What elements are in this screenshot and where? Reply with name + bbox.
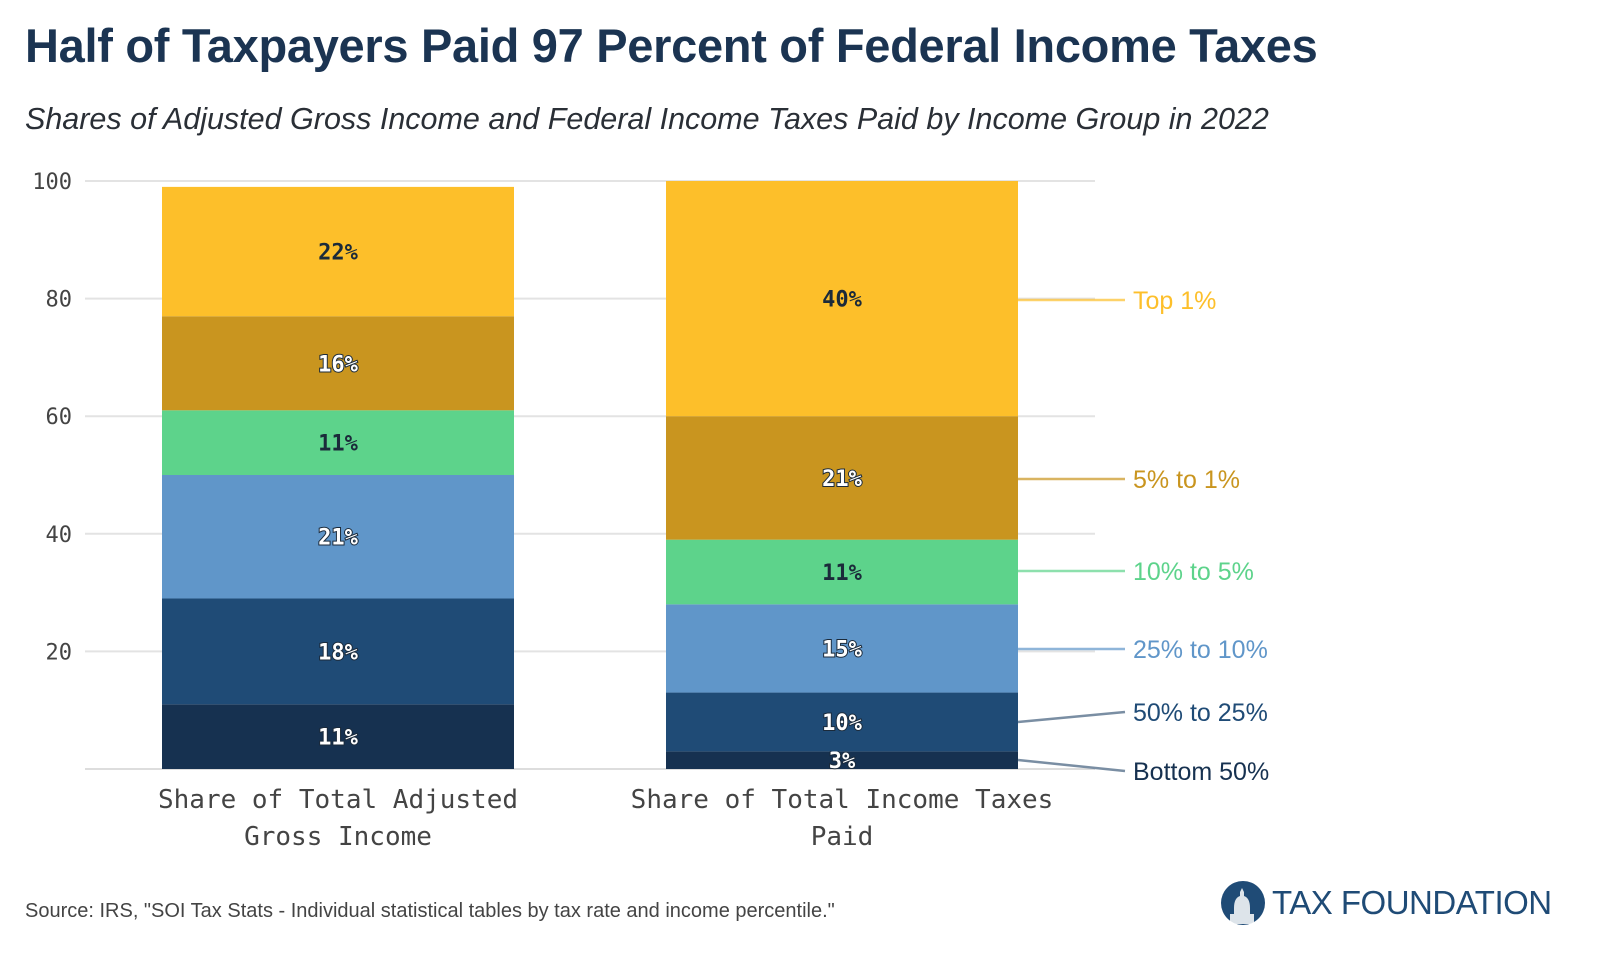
bar-segment: [666, 539, 1018, 605]
legend-label: 5% to 1%: [1133, 466, 1240, 494]
bar-segment: [162, 475, 514, 599]
data-label: 15%: [822, 637, 862, 662]
logo-text: TAX FOUNDATION: [1272, 884, 1552, 921]
bar-segment: [162, 598, 514, 705]
source-note: Source: IRS, "SOI Tax Stats - Individual…: [25, 900, 835, 922]
bar-segment: [162, 316, 514, 411]
data-label: 10%: [822, 711, 862, 736]
bar-segment: [162, 704, 514, 769]
chart-subtitle: Shares of Adjusted Gross Income and Fede…: [25, 102, 1269, 136]
tax-foundation-logo: TAX FOUNDATION: [1220, 880, 1552, 926]
data-label: 16%: [318, 352, 358, 377]
bar-segment: [666, 692, 1018, 752]
data-label: 11%: [318, 726, 358, 751]
bar-segment: [666, 416, 1018, 540]
data-label: 3%: [829, 749, 856, 774]
y-tick-label: 100: [32, 170, 72, 195]
capitol-dome-icon: [1221, 881, 1265, 925]
legend-label: 50% to 25%: [1133, 699, 1268, 727]
data-label: 22%: [318, 241, 358, 266]
x-category-label: Share of Total Income Taxes: [631, 785, 1054, 815]
data-label: 18%: [318, 640, 358, 665]
legend-label: Top 1%: [1133, 287, 1216, 315]
y-tick-label: 20: [46, 640, 73, 665]
x-category-label: Paid: [811, 822, 874, 852]
bar-segment: [162, 410, 514, 475]
bar-segment: [666, 181, 1018, 417]
legend-label: 25% to 10%: [1133, 636, 1268, 664]
y-tick-label: 80: [46, 288, 73, 313]
y-tick-label: 40: [46, 523, 73, 548]
x-category-label: Gross Income: [244, 822, 432, 852]
bar-segment: [666, 604, 1018, 693]
bar-segment: [666, 751, 1018, 769]
data-label: 21%: [318, 526, 358, 551]
data-label: 40%: [822, 288, 862, 313]
bar-segment: [162, 186, 514, 317]
chart-title: Half of Taxpayers Paid 97 Percent of Fed…: [25, 19, 1318, 72]
legend-connector: [1017, 710, 1126, 724]
y-tick-label: 60: [46, 405, 73, 430]
data-label: 11%: [318, 432, 358, 457]
legend-label: 10% to 5%: [1133, 558, 1254, 586]
legend-label: Bottom 50%: [1133, 758, 1269, 786]
x-category-label: Share of Total Adjusted: [158, 785, 518, 815]
stacked-bar-chart: 20 40 60 80 100 11% 18% 21% 11% 16% 22% Share of To…: [32, 170, 1269, 852]
data-label: 11%: [822, 561, 862, 586]
legend-connector: [1017, 758, 1126, 773]
data-label: 21%: [822, 467, 862, 492]
